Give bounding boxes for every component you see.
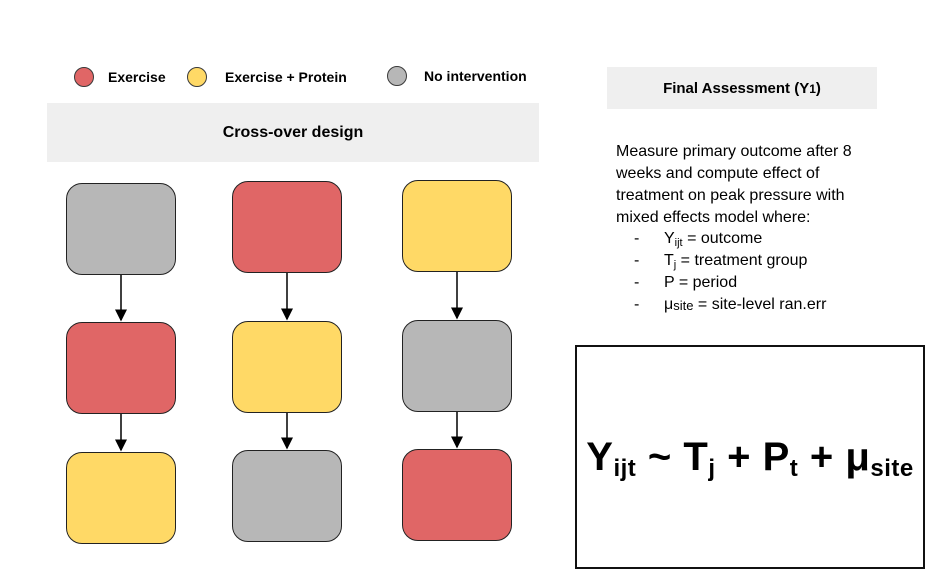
col3-period3-exercise bbox=[402, 449, 512, 541]
variable-item-outcome: - Yijt = outcome bbox=[634, 230, 763, 249]
variable-item-treatment: - Tj = treatment group bbox=[634, 252, 808, 271]
variable-list: - Yijt = outcome - Tj = treatment group -P… bbox=[634, 228, 826, 316]
col1-period2-exercise bbox=[66, 322, 176, 414]
col2-period2-exercise-protein bbox=[232, 321, 342, 413]
variable-item-period: -P = period bbox=[634, 274, 738, 291]
legend-label-no-intervention: No intervention bbox=[424, 68, 527, 84]
legend-dot-exercise bbox=[74, 67, 94, 87]
col2-period3-no-intervention bbox=[232, 450, 342, 542]
legend-label-exercise: Exercise bbox=[108, 69, 166, 85]
model-formula: Yijt ~ Tj + Pt + μsite bbox=[586, 434, 914, 482]
assessment-description: Measure primary outcome after 8 weeks an… bbox=[616, 143, 852, 226]
model-formula-box: Yijt ~ Tj + Pt + μsite bbox=[575, 345, 925, 569]
legend-dot-exercise-protein bbox=[187, 67, 207, 87]
col2-period1-exercise bbox=[232, 181, 342, 273]
final-assessment-title: Final Assessment (Y1) bbox=[663, 79, 821, 97]
col3-period1-exercise-protein bbox=[402, 180, 512, 272]
col1-period3-exercise-protein bbox=[66, 452, 176, 544]
final-assessment-header: Final Assessment (Y1) bbox=[607, 67, 877, 109]
legend-dot-no-intervention bbox=[387, 66, 407, 86]
col1-period1-no-intervention bbox=[66, 183, 176, 275]
col3-period2-no-intervention bbox=[402, 320, 512, 412]
crossover-header: Cross-over design bbox=[47, 103, 539, 162]
variable-item-site: - μsite = site-level ran.err bbox=[634, 296, 827, 313]
legend-label-exercise-protein: Exercise + Protein bbox=[225, 69, 347, 85]
crossover-title: Cross-over design bbox=[222, 123, 364, 141]
